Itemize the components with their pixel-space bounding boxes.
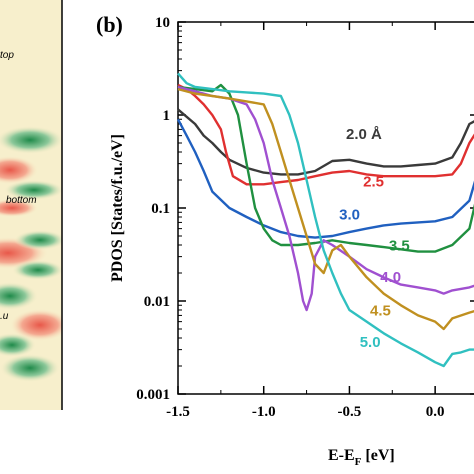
x-tick-label: 0.0 <box>426 404 445 420</box>
axis-ticks: -1.5 -1.0 -0.5 0.0 0.001 0.01 0.1 1 10 <box>136 15 474 420</box>
left-density-panel: top bottom .u <box>0 0 62 410</box>
density-blob <box>0 156 38 184</box>
x-axis-label-subscript: F <box>355 456 362 468</box>
plot-frame <box>177 21 474 395</box>
curve-label: 5.0 <box>360 334 381 351</box>
x-tick-label: -1.5 <box>166 404 190 420</box>
y-tick-label: 10 <box>155 15 170 31</box>
pdos-curves <box>176 72 474 368</box>
x-axis-label: E-EF [eV] <box>328 447 395 468</box>
x-axis-label-main: E-E <box>328 447 355 464</box>
y-tick-label: 1 <box>163 108 171 124</box>
density-blob <box>0 282 38 310</box>
y-axis-label: PDOS [States/f.u./eV] <box>109 134 126 282</box>
series-line <box>177 108 474 176</box>
left-label-u: .u <box>0 311 9 322</box>
x-tick-label: -0.5 <box>338 404 362 420</box>
density-blob <box>4 180 62 200</box>
series-line <box>177 85 474 312</box>
left-label-bottom: bottom <box>6 195 37 206</box>
curve-label: 3.0 <box>339 207 360 224</box>
curve-label: 4.5 <box>370 302 391 319</box>
left-label-top: top <box>0 50 14 61</box>
density-blob <box>0 333 36 357</box>
y-tick-label: 0.01 <box>144 294 170 310</box>
density-blob <box>14 230 62 250</box>
series-line <box>177 87 474 331</box>
x-axis-label-unit: [eV] <box>361 447 394 464</box>
density-blob <box>12 260 62 280</box>
curve-label: 2.0 Å <box>346 126 382 143</box>
series-line <box>177 83 474 186</box>
density-blob <box>0 126 62 154</box>
density-blob <box>0 199 38 217</box>
curve-labels: 2.0 Å 2.53.0 3.5 4.0 4.5 5.0 <box>339 126 410 351</box>
pdos-chart: (b) -1.5 -1.0 -0.5 0.0 0.001 0.01 0.1 1 10 2.0 Å… <box>96 12 474 468</box>
y-tick-label: 0.001 <box>136 387 170 403</box>
series-line <box>177 83 474 253</box>
density-blob <box>0 354 60 382</box>
curve-label: 2.5 <box>363 174 384 191</box>
x-tick-label: -1.0 <box>252 404 276 420</box>
series-line <box>176 118 474 239</box>
curve-label: 4.0 <box>380 269 401 286</box>
panel-label: (b) <box>96 12 123 37</box>
density-blob <box>10 309 62 341</box>
y-tick-label: 0.1 <box>151 201 170 217</box>
curve-label: 3.5 <box>389 237 410 254</box>
series-line <box>177 72 474 368</box>
